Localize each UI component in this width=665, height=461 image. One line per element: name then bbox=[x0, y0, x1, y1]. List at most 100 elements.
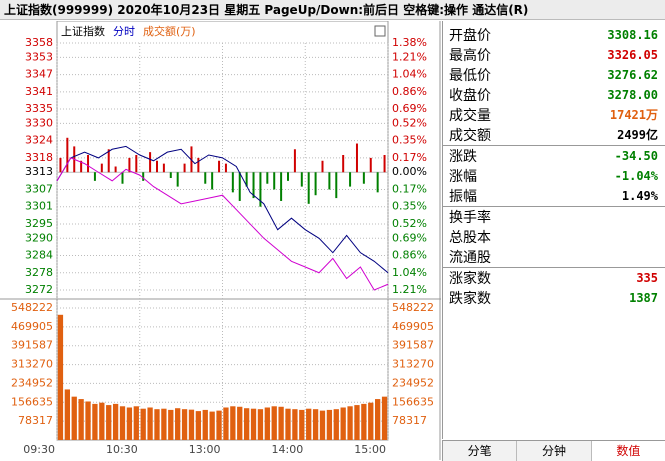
volume-bar bbox=[257, 409, 264, 440]
y2-tick-label: 0.52% bbox=[392, 116, 427, 129]
volume-bar bbox=[106, 405, 112, 440]
volume-bar bbox=[147, 407, 153, 440]
tab[interactable]: 分钟 bbox=[517, 441, 592, 461]
volume-bar bbox=[375, 399, 381, 440]
close-icon bbox=[374, 25, 386, 37]
quote-label: 换手率 bbox=[449, 210, 491, 226]
quote-value: 3278.00 bbox=[607, 88, 658, 102]
quote-label: 最高价 bbox=[449, 48, 491, 64]
y2-tick-label: 1.21% bbox=[392, 283, 427, 296]
y2-tick-label: 0.00% bbox=[392, 165, 427, 178]
window-title: 上证指数(999999) 2020年10月23日 星期五 PageUp/Down… bbox=[0, 0, 665, 20]
y-tick-label: 3324 bbox=[25, 134, 53, 147]
volume-bar bbox=[306, 408, 312, 440]
v-tick-label: 469905 bbox=[11, 320, 53, 333]
volume-bar bbox=[354, 405, 360, 440]
y2-tick-label: 0.86% bbox=[392, 85, 427, 98]
y-tick-label: 3335 bbox=[25, 102, 53, 115]
quote-label: 成交额 bbox=[449, 128, 491, 144]
quote-value: 17421万 bbox=[609, 108, 658, 122]
volume-bar bbox=[99, 402, 105, 440]
legend-item: 上证指数 bbox=[61, 24, 105, 38]
volume-bar bbox=[92, 403, 98, 440]
frame bbox=[56, 21, 389, 441]
quote-label: 振幅 bbox=[449, 189, 477, 205]
volume-bar bbox=[312, 409, 319, 440]
tab[interactable]: 数值 bbox=[591, 441, 665, 461]
volume-bar bbox=[168, 409, 174, 440]
y-tick-label: 3278 bbox=[25, 266, 53, 279]
quote-row: 振幅 1.49% bbox=[443, 186, 665, 206]
quote-value: 3308.16 bbox=[607, 28, 658, 42]
quote-value: 1387 bbox=[629, 291, 658, 305]
legend: 上证指数 分时 成交额(万) bbox=[61, 24, 196, 38]
quote-value: -34.50 bbox=[614, 149, 658, 163]
quote-label: 涨幅 bbox=[449, 169, 477, 185]
y2-tick-label: 1.04% bbox=[392, 266, 427, 279]
quote-label: 流通股 bbox=[449, 250, 491, 266]
v-tick-label: 234952 bbox=[11, 376, 53, 389]
x-tick-label: 09:30 bbox=[23, 443, 55, 456]
v-tick-label: 391587 bbox=[11, 339, 53, 352]
quote-row: 涨幅 -1.04% bbox=[443, 166, 665, 186]
tabs: 分笔 分钟 数值 bbox=[442, 440, 665, 461]
x-tick-label: 13:00 bbox=[189, 443, 221, 456]
volume-bar bbox=[140, 408, 146, 440]
quote-row: 换手率 bbox=[443, 206, 665, 227]
volume-bar bbox=[78, 399, 84, 440]
y2-tick-label: 1.38% bbox=[392, 36, 427, 49]
y2-tick-label: 1.21% bbox=[392, 50, 427, 63]
quote-label: 开盘价 bbox=[449, 28, 491, 44]
quote-row: 总股本 bbox=[443, 227, 665, 247]
y2-tick-label: 0.35% bbox=[392, 134, 427, 147]
v2-tick-label: 313270 bbox=[392, 358, 434, 371]
volume-bar bbox=[361, 403, 367, 440]
volume-bar bbox=[340, 407, 346, 440]
quote-row: 涨跌 -34.50 bbox=[443, 145, 665, 166]
volume-bar bbox=[71, 396, 77, 440]
volume-bar bbox=[175, 408, 181, 440]
v-tick-label: 313270 bbox=[11, 358, 53, 371]
volume-bar bbox=[299, 409, 305, 440]
quote-label: 收盘价 bbox=[449, 88, 491, 104]
volume-bar bbox=[195, 411, 202, 440]
quote-row: 成交额 2499亿 bbox=[443, 125, 665, 145]
volume-bar bbox=[223, 407, 229, 440]
volume-bar bbox=[64, 389, 70, 440]
y2-tick-label: 0.86% bbox=[392, 249, 427, 262]
quote-panel: 开盘价 3308.16 最高价 3326.05 最低价 3276.62 收盘价 3278.00… bbox=[442, 21, 665, 439]
y-tick-label: 3341 bbox=[25, 85, 53, 98]
volume-bar bbox=[119, 406, 126, 440]
volume-bar bbox=[285, 408, 291, 440]
quote-row: 涨家数 335 bbox=[443, 267, 665, 288]
quote-label: 涨跌 bbox=[449, 149, 477, 165]
quote-label: 跌家数 bbox=[449, 291, 491, 307]
price-line bbox=[56, 157, 389, 291]
tab[interactable]: 分笔 bbox=[443, 441, 518, 461]
volume-bar bbox=[85, 401, 91, 440]
y-tick-label: 3353 bbox=[25, 50, 53, 63]
v2-tick-label: 78317 bbox=[392, 414, 427, 427]
legend-item: 分时 bbox=[113, 25, 135, 38]
y2-tick-label: 0.69% bbox=[392, 231, 427, 244]
volume-bar bbox=[209, 411, 215, 440]
quote-row: 开盘价 3308.16 bbox=[443, 25, 665, 45]
quote-label: 涨家数 bbox=[449, 271, 491, 287]
y-tick-label: 3313 bbox=[25, 165, 53, 178]
chart: 上证指数 分时 成交额(万) 3358 1.38% 3353 1.21% 3347 1.04% 3… bbox=[0, 21, 441, 460]
y-tick-label: 3347 bbox=[25, 68, 53, 81]
quote-value: 3276.62 bbox=[607, 68, 658, 82]
y2-tick-label: 1.04% bbox=[392, 68, 427, 81]
v-tick-label: 548222 bbox=[11, 301, 53, 314]
volume-bar bbox=[57, 314, 64, 440]
y2-tick-label: 0.17% bbox=[392, 151, 427, 164]
v2-tick-label: 469905 bbox=[392, 320, 434, 333]
quote-row: 流通股 bbox=[443, 247, 665, 267]
quote-label: 总股本 bbox=[449, 230, 491, 246]
volume-bar bbox=[347, 406, 353, 440]
price-line bbox=[56, 145, 389, 274]
x-tick-label: 15:00 bbox=[354, 443, 386, 456]
v-tick-label: 78317 bbox=[18, 414, 53, 427]
volume-bar bbox=[161, 408, 167, 440]
